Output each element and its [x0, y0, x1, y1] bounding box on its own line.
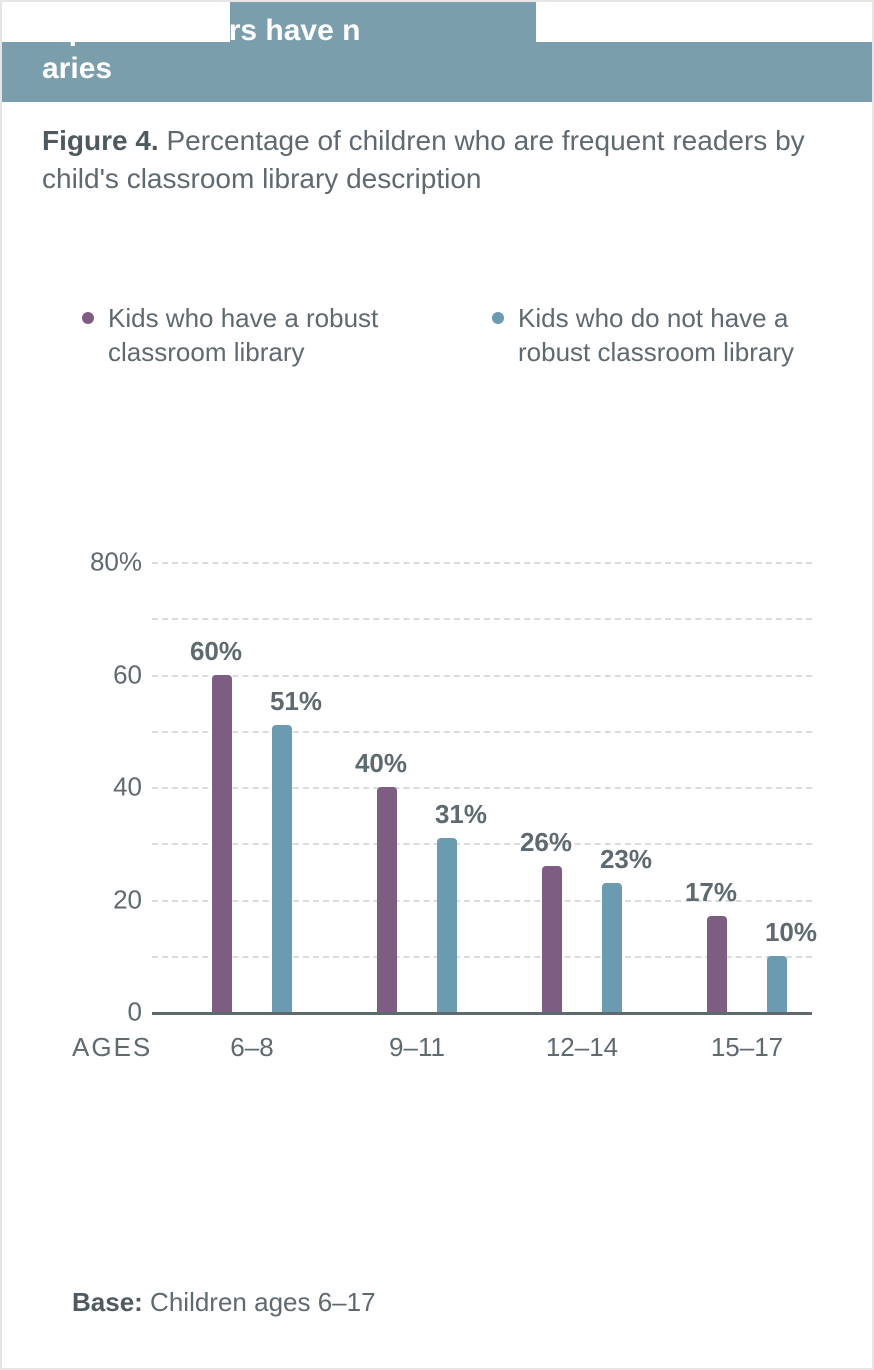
x-tick-label: 15–17 — [711, 1032, 783, 1063]
footnote-label: Base: — [72, 1287, 143, 1317]
x-tick-label: 6–8 — [230, 1032, 273, 1063]
legend-label-1: Kids who do not have a robust classroom … — [518, 302, 812, 370]
gridline-major — [152, 562, 812, 564]
gridline-major — [152, 675, 812, 677]
y-tick-label: 80% — [72, 547, 142, 578]
figure-caption: Figure 4. Percentage of children who are… — [42, 122, 832, 198]
bar — [212, 675, 232, 1013]
gridline-minor — [152, 618, 812, 620]
y-tick-label: 40 — [72, 772, 142, 803]
bar-value-label: 10% — [765, 917, 817, 948]
footnote: Base: Children ages 6–17 — [72, 1287, 376, 1318]
plot-area: 020406080%60%51%6–840%31%9–1126%23%12–14… — [152, 562, 812, 1012]
bar-value-label: 17% — [685, 877, 737, 908]
legend-dot-0 — [82, 312, 94, 324]
y-tick-label: 20 — [72, 884, 142, 915]
gridline-major — [152, 787, 812, 789]
figure-label: Figure 4. — [42, 125, 159, 156]
legend-dot-1 — [492, 312, 504, 324]
banner-line2: aries — [42, 52, 112, 85]
x-tick-label: 9–11 — [389, 1032, 445, 1063]
x-axis-title: AGES — [72, 1032, 152, 1063]
legend: Kids who have a robust classroom library… — [82, 302, 812, 370]
legend-label-0: Kids who have a robust classroom library — [108, 302, 402, 370]
bar-value-label: 51% — [270, 686, 322, 717]
bar — [377, 787, 397, 1012]
x-tick-label: 12–14 — [546, 1032, 618, 1063]
legend-item-0: Kids who have a robust classroom library — [82, 302, 402, 370]
y-tick-label: 60 — [72, 659, 142, 690]
banner: equent readers have n aries — [2, 2, 872, 102]
y-tick-label: 0 — [72, 997, 142, 1028]
bar-value-label: 40% — [355, 748, 407, 779]
occlusion-left — [2, 0, 230, 42]
bar — [707, 916, 727, 1012]
footnote-text: Children ages 6–17 — [143, 1287, 376, 1317]
bar — [272, 725, 292, 1012]
bar — [437, 838, 457, 1012]
bar-chart: 020406080%60%51%6–840%31%9–1126%23%12–14… — [72, 562, 832, 1012]
bar-value-label: 31% — [435, 799, 487, 830]
bar — [602, 883, 622, 1012]
page: equent readers have n aries Figure 4. Pe… — [0, 0, 874, 1370]
bar — [767, 956, 787, 1012]
gridline-minor — [152, 731, 812, 733]
bar-value-label: 23% — [600, 844, 652, 875]
bar — [542, 866, 562, 1012]
bar-value-label: 60% — [190, 636, 242, 667]
bar-value-label: 26% — [520, 827, 572, 858]
gridline-minor — [152, 843, 812, 845]
occlusion-right — [536, 0, 872, 42]
x-axis-line — [152, 1012, 812, 1015]
legend-item-1: Kids who do not have a robust classroom … — [492, 302, 812, 370]
